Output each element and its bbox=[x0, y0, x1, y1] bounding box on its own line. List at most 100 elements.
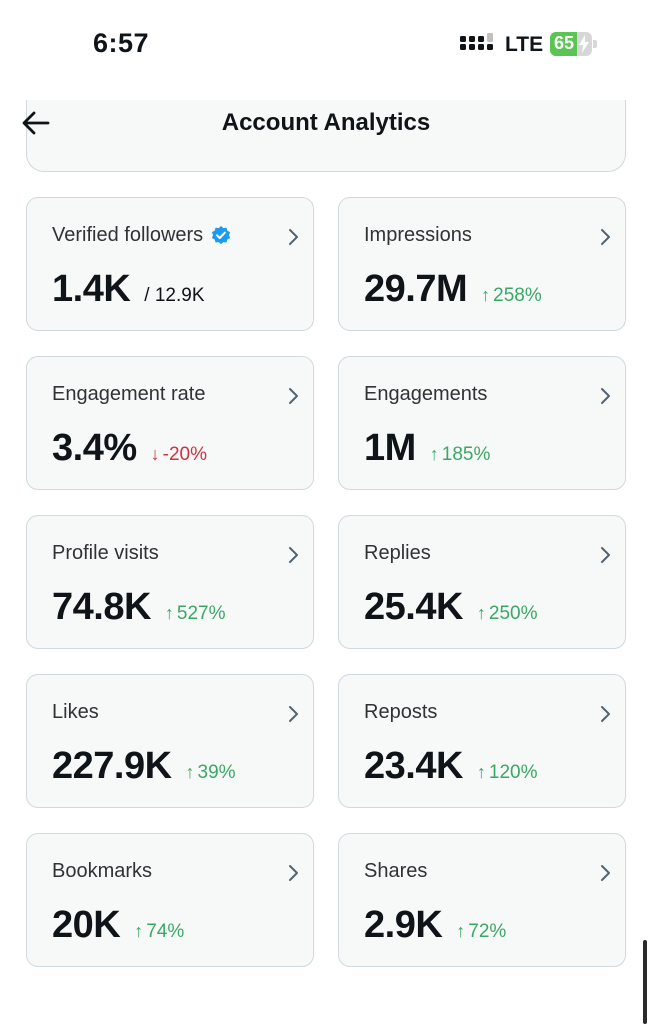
chevron-right-icon bbox=[289, 706, 298, 722]
metric-label-text: Reposts bbox=[364, 701, 438, 723]
metric-label: Engagements bbox=[364, 383, 487, 406]
metric-label: Verified followers bbox=[52, 224, 231, 247]
metric-change: ↑ 120% bbox=[477, 762, 538, 784]
chevron-right-icon bbox=[601, 229, 610, 245]
arrow-up-icon: ↑ bbox=[476, 603, 486, 623]
metric-value: 1M bbox=[364, 427, 416, 469]
metric-value-row: 3.4% ↓ -20% bbox=[52, 427, 207, 470]
metric-change-value: 258% bbox=[493, 285, 542, 306]
arrow-up-icon: ↑ bbox=[476, 762, 486, 782]
metric-value-row: 25.4K ↑ 250% bbox=[364, 586, 538, 629]
metric-value: 2.9K bbox=[364, 904, 443, 946]
metric-change: ↑ 39% bbox=[186, 762, 236, 784]
metric-label: Bookmarks bbox=[52, 860, 152, 883]
metric-change-value: 74% bbox=[146, 921, 185, 942]
arrow-up-icon: ↑ bbox=[134, 921, 144, 941]
header: Account Analytics bbox=[0, 90, 652, 156]
charging-bolt-icon bbox=[579, 35, 589, 53]
chevron-right-icon bbox=[289, 229, 298, 245]
metric-card-verified-followers[interactable]: Verified followers 1.4K / 12.9K bbox=[26, 197, 314, 331]
metric-change: ↑ 185% bbox=[430, 444, 491, 466]
arrow-down-icon: ↓ bbox=[150, 444, 160, 464]
metric-value: 227.9K bbox=[52, 745, 172, 787]
metric-label-text: Impressions bbox=[364, 224, 472, 246]
back-arrow-icon[interactable] bbox=[20, 107, 52, 139]
metric-total: / 12.9K bbox=[144, 285, 205, 306]
metric-change-value: 39% bbox=[197, 762, 236, 783]
chevron-right-icon bbox=[601, 388, 610, 404]
metric-change: ↑ 250% bbox=[477, 603, 538, 625]
metric-label: Likes bbox=[52, 701, 99, 724]
metric-value-row: 23.4K ↑ 120% bbox=[364, 745, 538, 788]
arrow-up-icon: ↑ bbox=[456, 921, 466, 941]
arrow-up-icon: ↑ bbox=[481, 285, 491, 305]
arrow-up-icon: ↑ bbox=[164, 603, 174, 623]
battery-percent: 65 bbox=[554, 33, 575, 53]
metric-value-row: 2.9K ↑ 72% bbox=[364, 904, 506, 947]
metric-card-likes[interactable]: Likes 227.9K ↑ 39% bbox=[26, 674, 314, 808]
page-title: Account Analytics bbox=[221, 109, 431, 136]
metric-change: ↑ 74% bbox=[134, 921, 184, 943]
metric-change-value: -20% bbox=[162, 444, 207, 465]
metric-value: 29.7M bbox=[364, 268, 468, 310]
metric-label: Engagement rate bbox=[52, 383, 205, 406]
metric-label-text: Engagements bbox=[364, 383, 488, 405]
chevron-right-icon bbox=[601, 547, 610, 563]
metric-value: 3.4% bbox=[52, 427, 137, 469]
metric-change-value: 250% bbox=[488, 603, 538, 624]
metric-card-profile-visits[interactable]: Profile visits 74.8K ↑ 527% bbox=[26, 515, 314, 649]
metric-change-value: 120% bbox=[488, 762, 538, 783]
metric-change-value: 527% bbox=[176, 603, 226, 624]
chevron-right-icon bbox=[289, 865, 298, 881]
metric-label: Shares bbox=[364, 860, 427, 883]
metric-label-text: Shares bbox=[364, 860, 428, 882]
status-time: 6:57 bbox=[93, 28, 150, 58]
metric-value: 25.4K bbox=[364, 586, 463, 628]
metric-card-impressions[interactable]: Impressions 29.7M ↑ 258% bbox=[338, 197, 626, 331]
metric-label: Replies bbox=[364, 542, 431, 565]
partial-card bbox=[26, 100, 626, 172]
metric-value-row: 1M ↑ 185% bbox=[364, 427, 490, 470]
metric-value-row: 74.8K ↑ 527% bbox=[52, 586, 226, 629]
metric-label-text: Likes bbox=[52, 701, 99, 723]
metric-card-shares[interactable]: Shares 2.9K ↑ 72% bbox=[338, 833, 626, 967]
metric-label: Profile visits bbox=[52, 542, 159, 565]
metric-change-value: 185% bbox=[441, 444, 491, 465]
metric-change: ↓ -20% bbox=[151, 444, 207, 466]
signal-icon bbox=[460, 33, 493, 50]
metric-label-text: Profile visits bbox=[52, 542, 159, 564]
network-label: LTE bbox=[505, 33, 544, 56]
metric-value: 1.4K bbox=[52, 268, 131, 310]
metric-change: ↑ 258% bbox=[481, 285, 542, 307]
verified-badge-icon bbox=[212, 225, 231, 244]
metric-label-text: Replies bbox=[364, 542, 431, 564]
metric-value-row: 29.7M ↑ 258% bbox=[364, 268, 542, 311]
metric-change-value: 72% bbox=[468, 921, 507, 942]
metric-value-row: 227.9K ↑ 39% bbox=[52, 745, 236, 788]
chevron-right-icon bbox=[289, 388, 298, 404]
metric-value: 74.8K bbox=[52, 586, 151, 628]
status-bar: 6:57 LTE 65 bbox=[0, 0, 652, 90]
metric-label-text: Engagement rate bbox=[52, 383, 206, 405]
metric-change: ↑ 72% bbox=[456, 921, 506, 943]
metric-value: 23.4K bbox=[364, 745, 463, 787]
battery-icon: 65 bbox=[550, 32, 598, 56]
chevron-right-icon bbox=[289, 547, 298, 563]
metric-card-engagement-rate[interactable]: Engagement rate 3.4% ↓ -20% bbox=[26, 356, 314, 490]
metric-value-row: 20K ↑ 74% bbox=[52, 904, 184, 947]
metric-label: Impressions bbox=[364, 224, 472, 247]
metric-change: ↑ 527% bbox=[165, 603, 226, 625]
metric-card-reposts[interactable]: Reposts 23.4K ↑ 120% bbox=[338, 674, 626, 808]
metric-card-bookmarks[interactable]: Bookmarks 20K ↑ 74% bbox=[26, 833, 314, 967]
metric-label-text: Bookmarks bbox=[52, 860, 153, 882]
metric-card-engagements[interactable]: Engagements 1M ↑ 185% bbox=[338, 356, 626, 490]
chevron-right-icon bbox=[601, 865, 610, 881]
metric-label-text: Verified followers bbox=[52, 224, 204, 246]
arrow-up-icon: ↑ bbox=[185, 762, 195, 782]
metric-value-row: 1.4K / 12.9K bbox=[52, 268, 205, 311]
chevron-right-icon bbox=[601, 706, 610, 722]
arrow-up-icon: ↑ bbox=[429, 444, 439, 464]
metric-label: Reposts bbox=[364, 701, 437, 724]
scrollbar[interactable] bbox=[643, 940, 647, 1024]
metric-card-replies[interactable]: Replies 25.4K ↑ 250% bbox=[338, 515, 626, 649]
